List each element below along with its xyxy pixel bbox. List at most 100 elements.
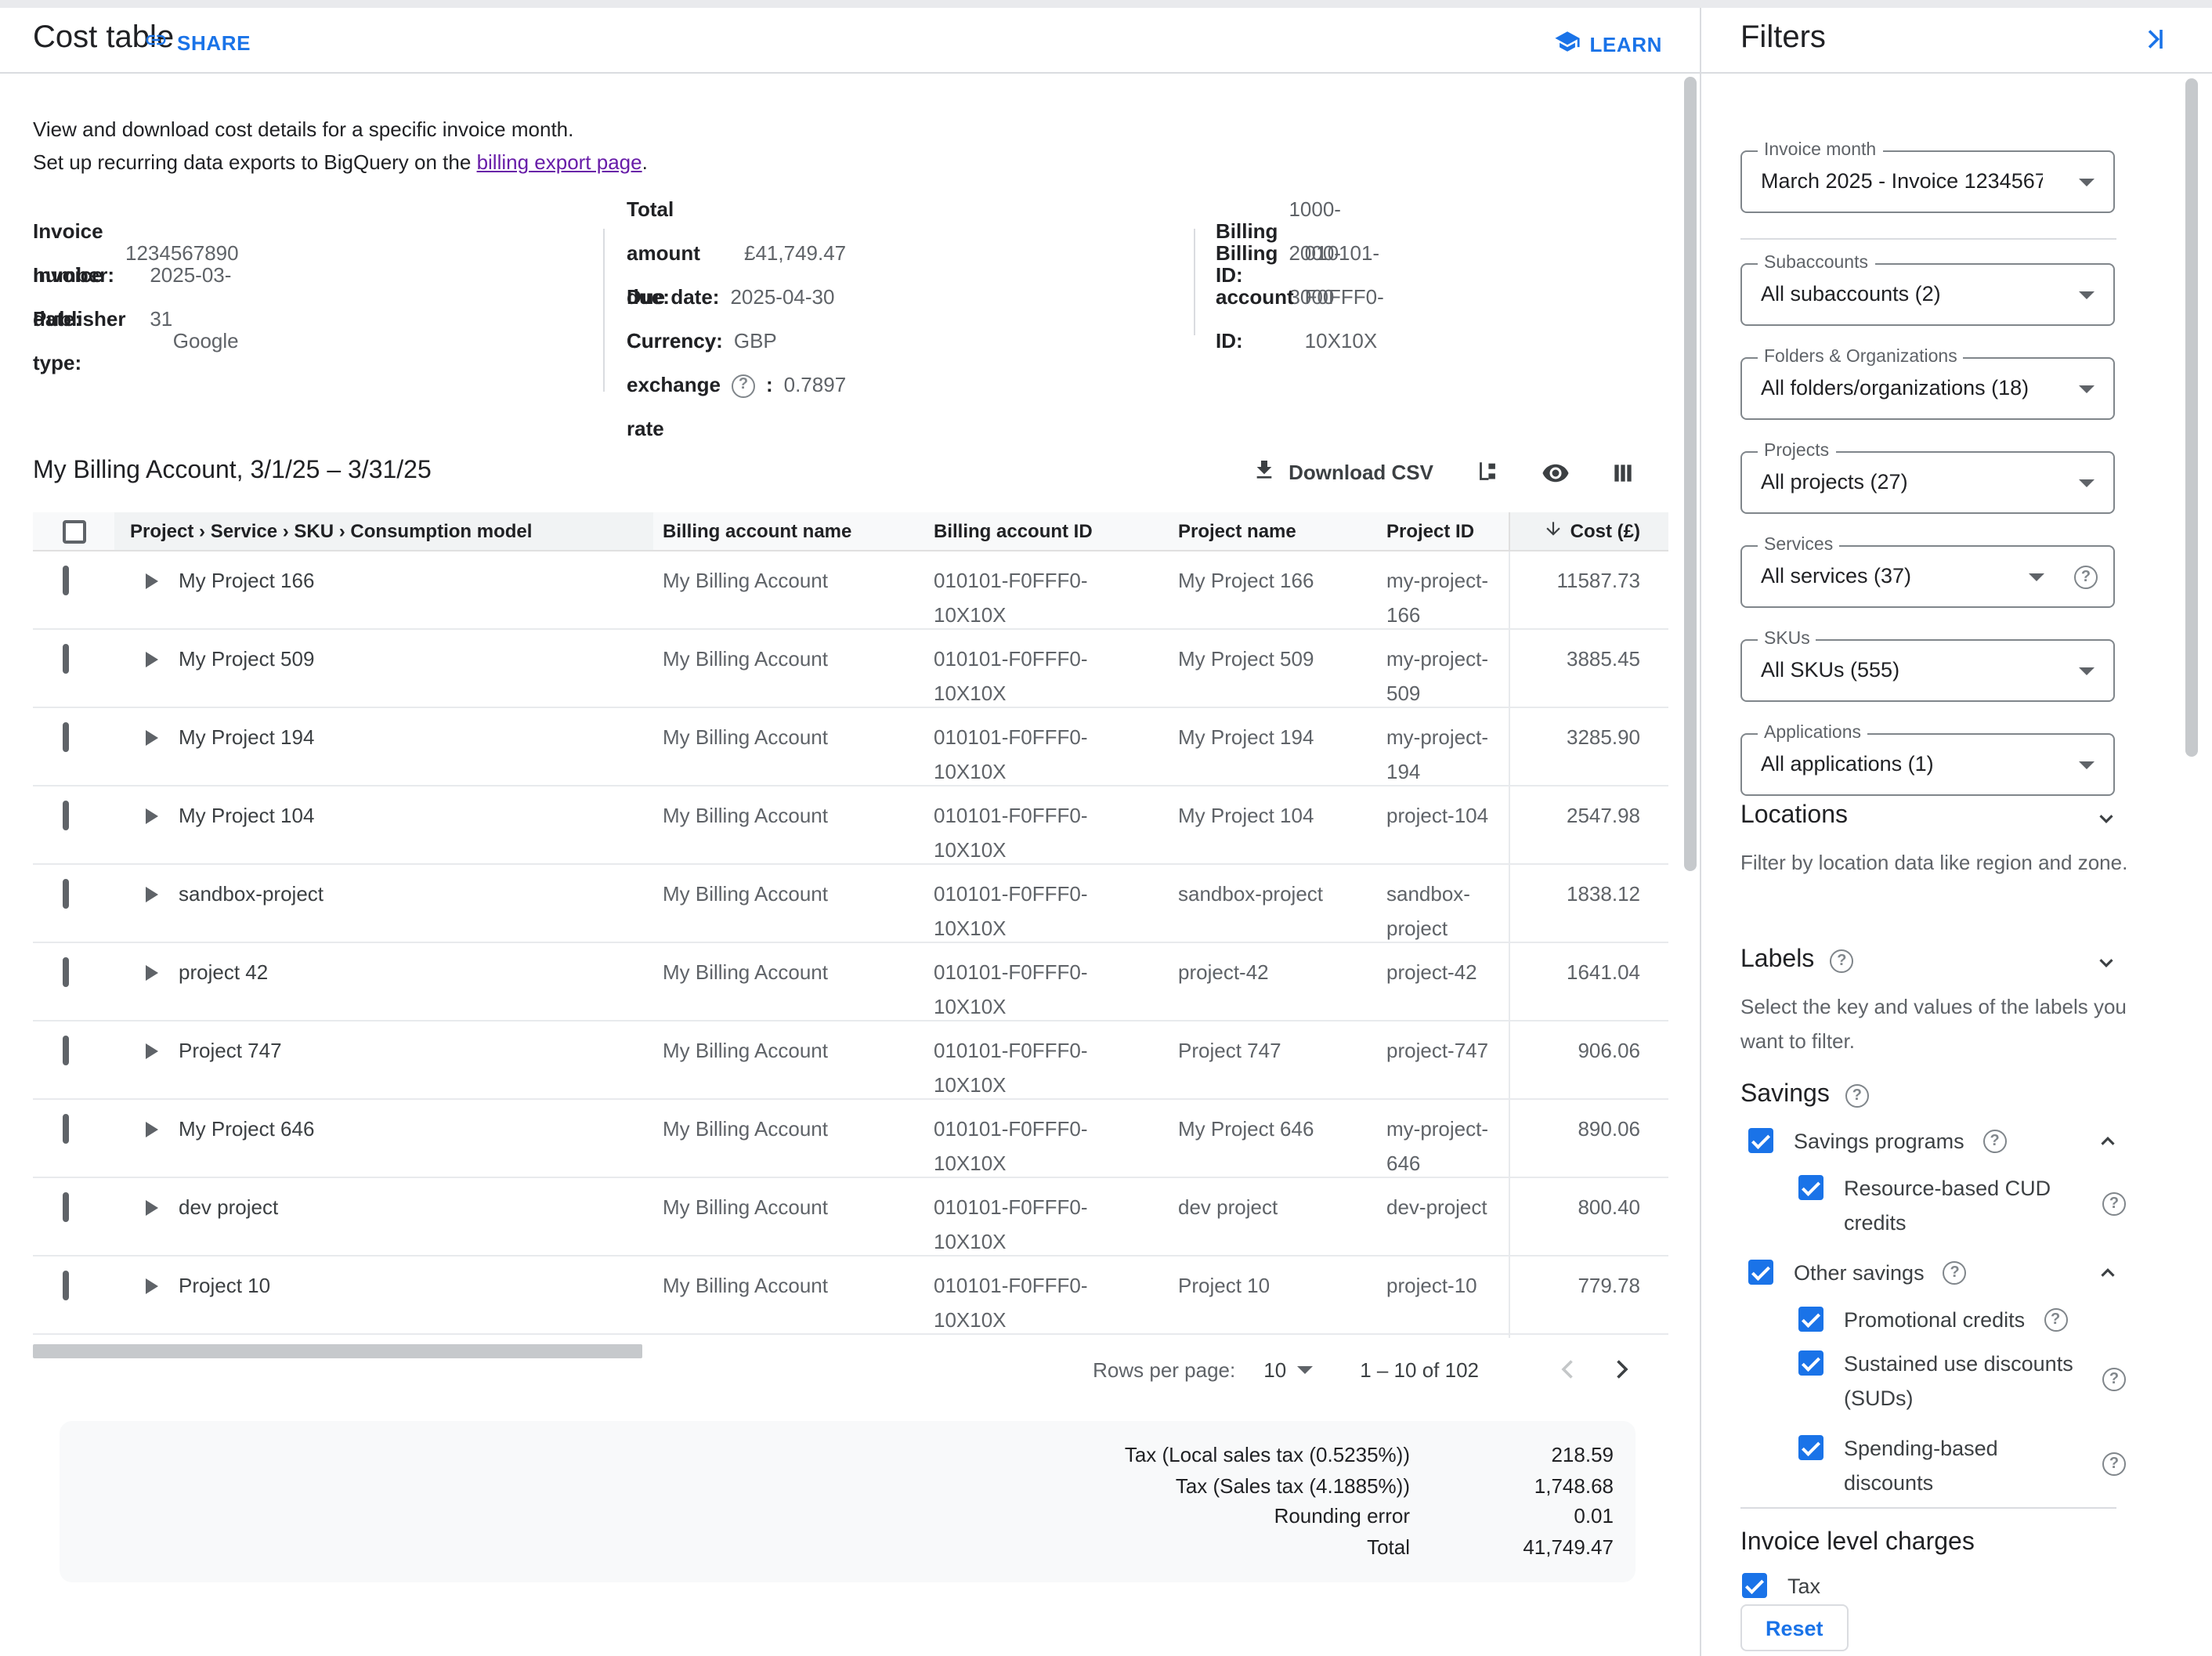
learn-button[interactable]: LEARN xyxy=(1553,28,1662,60)
invoice-level-charges-header: Invoice level charges xyxy=(1740,1529,1975,1556)
column-header-project-id[interactable]: Project ID xyxy=(1386,520,1475,542)
row-checkbox[interactable] xyxy=(63,801,69,830)
expand-row-icon[interactable] xyxy=(146,573,158,589)
expand-row-icon[interactable] xyxy=(146,1278,158,1294)
invoice-summary-col2: Total amount due: £41,749.47 Due date: 202… xyxy=(627,197,846,440)
expand-row-icon[interactable] xyxy=(146,887,158,902)
table-row: project 42 My Billing Account 010101-F0F… xyxy=(33,943,1668,1025)
table-row: My Project 646 My Billing Account 010101… xyxy=(33,1100,1668,1181)
invoice-month-dropdown[interactable]: Invoice month March 2025 - Invoice 12345… xyxy=(1740,141,2115,213)
column-header-billing-account-name[interactable]: Billing account name xyxy=(663,520,852,542)
invoice-date: Invoice date: 2025-03-31 xyxy=(33,263,232,331)
help-icon[interactable] xyxy=(2044,1308,2068,1332)
totals-card: Tax (Local sales tax (0.5235%)) 218.59 Ta… xyxy=(60,1421,1636,1582)
expand-row-icon[interactable] xyxy=(146,965,158,981)
chevron-down-icon[interactable] xyxy=(2095,951,2118,974)
next-page-button[interactable] xyxy=(1607,1355,1636,1383)
chevron-up-icon[interactable] xyxy=(2096,1130,2120,1153)
table-row: My Project 194 My Billing Account 010101… xyxy=(33,708,1668,790)
chevron-down-icon xyxy=(2079,667,2095,675)
row-checkbox[interactable] xyxy=(63,566,69,595)
row-checkbox[interactable] xyxy=(63,1036,69,1065)
billing-id: Billing ID: 1000-2000-3000 xyxy=(1216,197,1341,309)
horizontal-scrollbar[interactable] xyxy=(33,1344,642,1358)
column-header-project[interactable]: Project › Service › SKU › Consumption mo… xyxy=(114,512,653,550)
row-checkbox[interactable] xyxy=(63,1114,69,1144)
skus-dropdown[interactable]: SKUs All SKUs (555) xyxy=(1740,630,2115,702)
help-icon[interactable] xyxy=(2102,1368,2126,1391)
divider xyxy=(1740,1507,2116,1509)
folders-organizations-dropdown[interactable]: Folders & Organizations All folders/orga… xyxy=(1740,348,2115,420)
table-row: dev project My Billing Account 010101-F0… xyxy=(33,1178,1668,1260)
row-checkbox[interactable] xyxy=(63,957,69,987)
row-checkbox[interactable] xyxy=(63,1271,69,1300)
cost-table: Project › Service › SKU › Consumption mo… xyxy=(33,512,1668,1338)
help-icon[interactable] xyxy=(2102,1452,2126,1476)
app-header: Cost table SHARE LEARN xyxy=(0,0,1700,74)
savings-programs-checkbox[interactable] xyxy=(1748,1128,1773,1153)
locations-section-header[interactable]: Locations xyxy=(1740,802,1848,829)
billing-export-page-link[interactable]: billing export page xyxy=(476,150,642,174)
applications-dropdown[interactable]: Applications All applications (1) xyxy=(1740,724,2115,796)
tax-checkbox[interactable] xyxy=(1742,1573,1767,1598)
column-header-cost[interactable]: Cost (£) xyxy=(1509,512,1668,550)
download-csv-button[interactable]: Download CSV xyxy=(1251,457,1433,487)
row-checkbox[interactable] xyxy=(63,644,69,674)
row-checkbox[interactable] xyxy=(63,722,69,752)
subaccounts-dropdown[interactable]: Subaccounts All subaccounts (2) xyxy=(1740,254,2115,326)
table-body: My Project 166 My Billing Account 010101… xyxy=(33,551,1668,1338)
share-button[interactable]: SHARE xyxy=(144,28,251,56)
promotional-credits-checkbox[interactable] xyxy=(1798,1307,1823,1332)
columns-icon[interactable] xyxy=(1610,460,1636,485)
expand-row-icon[interactable] xyxy=(146,730,158,746)
main-area: Cost table SHARE LEARN View and download… xyxy=(0,0,1700,1656)
services-dropdown[interactable]: Services All services (37) xyxy=(1740,536,2115,608)
due-date: Due date: 2025-04-30 xyxy=(627,285,835,309)
resource-based-cud-credits-checkbox[interactable] xyxy=(1798,1175,1823,1200)
divider xyxy=(603,229,605,392)
eye-icon[interactable] xyxy=(1542,458,1570,486)
help-icon[interactable] xyxy=(1982,1130,2007,1153)
projects-dropdown[interactable]: Projects All projects (27) xyxy=(1740,442,2115,514)
table-row: My Project 166 My Billing Account 010101… xyxy=(33,551,1668,633)
row-checkbox[interactable] xyxy=(63,1192,69,1222)
help-icon[interactable] xyxy=(2074,566,2098,589)
pagination-range: 1 – 10 of 102 xyxy=(1360,1358,1479,1381)
chevron-down-icon xyxy=(2079,385,2095,393)
filters-header: Filters xyxy=(1701,0,2212,74)
help-icon[interactable] xyxy=(731,374,755,397)
help-icon[interactable] xyxy=(2102,1192,2126,1216)
rows-per-page-label: Rows per page: xyxy=(1093,1358,1236,1381)
rows-per-page-select[interactable]: 10 xyxy=(1263,1358,1314,1381)
spending-based-discounts-checkbox[interactable] xyxy=(1798,1435,1823,1460)
sustained-use-discounts-checkbox[interactable] xyxy=(1798,1350,1823,1376)
collapse-panel-icon[interactable] xyxy=(2140,25,2168,53)
invoice-summary-col3: Billing ID: 1000-2000-3000 Billing accoun… xyxy=(1216,197,1384,353)
reset-button[interactable]: Reset xyxy=(1740,1604,1849,1651)
invoice-summary-col1: Invoice number: 1234567890 Invoice date: 2… xyxy=(33,219,239,374)
expand-row-icon[interactable] xyxy=(146,1122,158,1137)
other-savings-checkbox[interactable] xyxy=(1748,1260,1773,1285)
labels-section-header[interactable]: Labels xyxy=(1740,946,1854,974)
panel-vertical-scrollbar[interactable] xyxy=(2185,78,2198,757)
tax-row: Tax xyxy=(1701,1570,2212,1604)
tree-view-icon[interactable] xyxy=(1474,459,1501,486)
expand-row-icon[interactable] xyxy=(146,652,158,667)
main-vertical-scrollbar[interactable] xyxy=(1684,77,1697,871)
cost-value: 3285.90 xyxy=(1509,708,1668,790)
help-icon[interactable] xyxy=(1845,1083,1869,1107)
expand-row-icon[interactable] xyxy=(146,808,158,824)
select-all-checkbox[interactable] xyxy=(63,519,86,543)
chevron-up-icon[interactable] xyxy=(2096,1261,2120,1285)
chevron-down-icon[interactable] xyxy=(2095,807,2118,830)
row-checkbox[interactable] xyxy=(63,879,69,909)
previous-page-button[interactable] xyxy=(1554,1355,1582,1383)
help-icon[interactable] xyxy=(1943,1261,1967,1285)
expand-row-icon[interactable] xyxy=(146,1200,158,1216)
cost-value: 1641.04 xyxy=(1509,943,1668,1025)
column-header-project-name[interactable]: Project name xyxy=(1178,520,1296,542)
help-icon[interactable] xyxy=(1830,949,1854,972)
top-strip xyxy=(0,0,2212,8)
column-header-billing-account-id[interactable]: Billing account ID xyxy=(934,520,1093,542)
expand-row-icon[interactable] xyxy=(146,1043,158,1059)
